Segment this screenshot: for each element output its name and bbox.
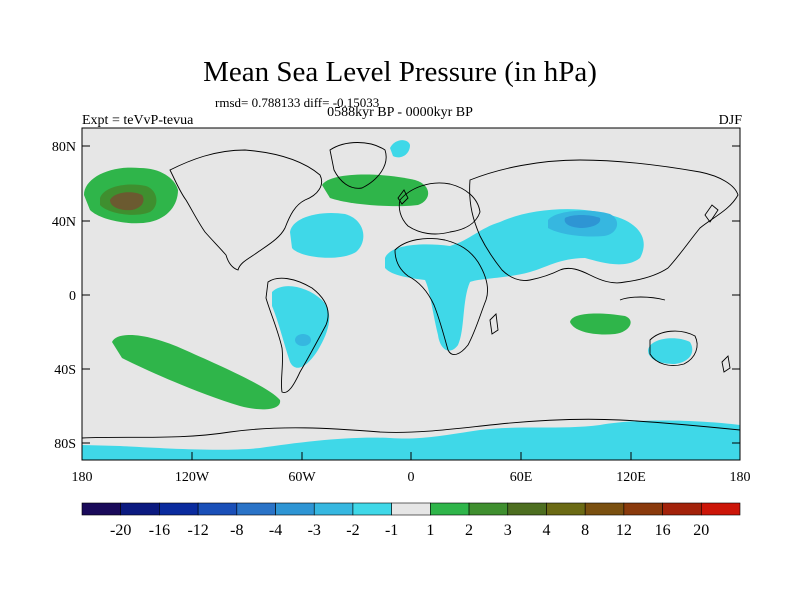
lon-label: 120E [616,470,646,485]
colorbar-label: 1 [426,522,434,539]
anomaly-contours [82,140,740,460]
colorbar-swatch [236,502,276,516]
colorbar-label: -8 [230,522,243,539]
positive-region-south-pacific [112,335,281,410]
coast-south-america [265,277,329,393]
lon-label: 180 [730,470,751,485]
colorbar-label: -16 [149,522,170,539]
colorbar-swatch [391,502,431,516]
colorbar-swatch [352,502,392,516]
coast-africa [394,238,489,356]
negative-peak-asia [564,215,601,228]
colorbar-label: 20 [693,522,709,539]
colorbar-swatch [313,502,354,516]
lat-label: 80N [52,140,76,155]
coast-antarctica [82,418,740,439]
lat-label: 80S [54,437,76,452]
lon-axis [81,452,741,460]
coast-japan [704,204,719,223]
negative-region-south-america [272,286,330,368]
colorbar-label: 12 [616,522,632,539]
lon-label: 60E [510,470,533,485]
season-label: DJF [718,113,742,128]
colorbar-label: 4 [542,522,550,539]
negative-region-australia [648,338,693,364]
coast-new-zealand [721,355,731,373]
coast-australia [649,330,698,366]
colorbar-swatch [507,502,547,516]
lon-label: 0 [408,470,415,485]
negative-core-south-america [295,334,311,346]
plot-title: Mean Sea Level Pressure (in hPa) [203,56,597,88]
lon-label: 60W [288,470,316,485]
coast-asia [469,159,739,284]
colorbar-swatch [120,502,160,516]
coast-north-america [169,149,323,271]
lat-label: 40S [54,363,76,378]
coast-indonesia [619,296,666,301]
coastlines [82,142,740,439]
colorbar-swatch [623,502,663,516]
colorbar-label: 3 [504,522,512,539]
period-label: 0588kyr BP - 0000kyr BP [327,105,473,120]
lat-label: 40N [52,215,76,230]
colorbar-swatch [81,502,122,516]
colorbar-label: -12 [187,522,208,539]
negative-region-greenland [390,140,410,158]
colorbar-swatch [159,502,199,516]
colorbar-swatch [546,502,586,516]
colorbar-swatch [468,502,509,516]
negative-region-antarctica [82,420,740,460]
negative-region-eurasia [385,209,644,351]
stats-line: rmsd= 0.788133 diff= -0.15033 [215,95,380,110]
colorbar-swatch [662,502,702,516]
lon-label: 120W [175,470,210,485]
lat-label: 0 [69,289,76,304]
colorbar: -20 -16 -12 -8 -4 -3 -2 -1 1 2 3 4 8 12 16 20 [81,502,741,539]
positive-region-indian-ocean [570,313,631,335]
colorbar-label: 8 [581,522,589,539]
colorbar-swatch [197,502,238,516]
lat-labels: 80N 40N 0 40S 80S [52,140,76,452]
lat-axis [82,145,740,444]
coast-uk [397,189,409,205]
colorbar-swatch [430,502,470,516]
colorbar-label: -1 [385,522,398,539]
coast-greenland [329,142,387,189]
coast-europe [398,182,481,235]
colorbar-label: 16 [655,522,671,539]
lon-labels: 180 120W 60W 0 60E 120E 180 [72,470,751,485]
colorbar-swatch [275,502,315,516]
experiment-label: Expt = teVvP-tevua [82,113,194,128]
colorbar-label: 2 [465,522,473,539]
colorbar-label: -20 [110,522,131,539]
positive-peak-north-pacific [110,192,144,211]
lon-label: 180 [72,470,93,485]
colorbar-label: -2 [346,522,359,539]
colorbar-label: -4 [269,522,282,539]
colorbar-swatch [584,502,625,516]
colorbar-label: -3 [308,522,321,539]
map-background [82,128,740,460]
coast-madagascar [489,313,499,335]
negative-region-atlantic [290,212,364,258]
colorbar-swatch [700,502,741,516]
